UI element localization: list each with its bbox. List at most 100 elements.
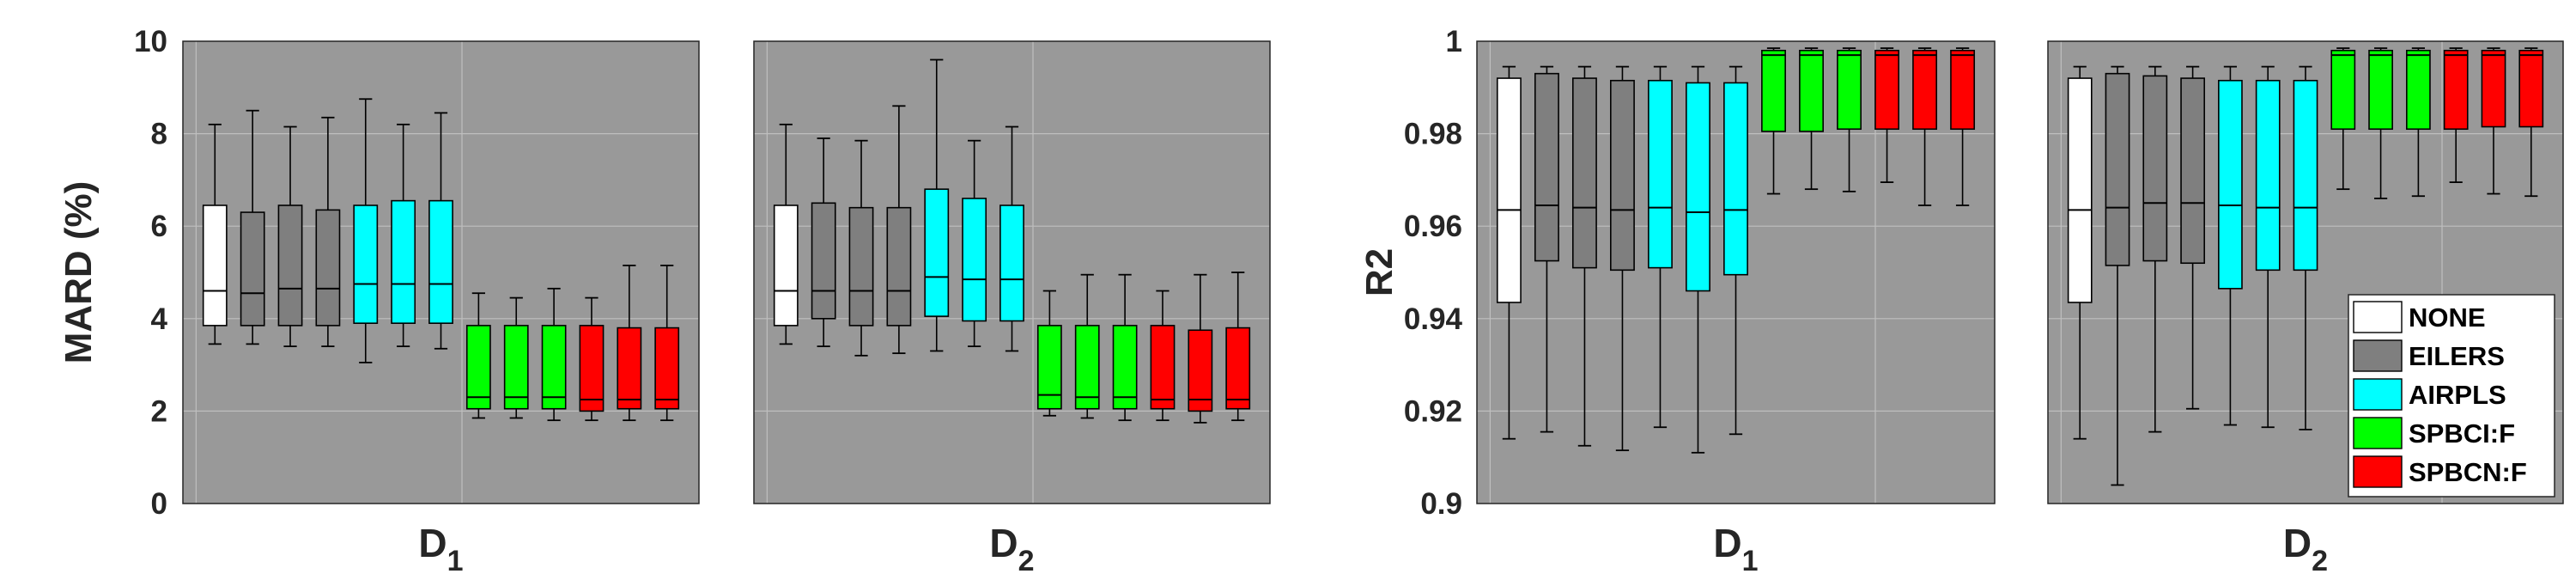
legend-swatch-spbcn-f	[2353, 455, 2403, 488]
box-eilers-4	[1610, 65, 1635, 452]
box-body	[353, 205, 379, 324]
box-body	[1571, 77, 1597, 269]
box-body	[2481, 49, 2506, 128]
box-body	[1799, 49, 1824, 132]
box-spbcn-f-12	[1912, 47, 1938, 206]
box-body	[240, 211, 265, 327]
legend-swatch-airpls	[2353, 378, 2403, 411]
box-body	[617, 327, 642, 410]
box-spbci-f-9	[2368, 47, 2393, 199]
box-spbcn-f-11	[1874, 47, 1900, 183]
x-axis-label-subscript: 2	[2312, 545, 2328, 577]
box-spbci-f-8	[1761, 47, 1786, 195]
box-eilers-4	[2180, 65, 2205, 410]
box-spbcn-f-12	[2481, 47, 2506, 195]
box-spbcn-f-11	[1150, 290, 1176, 422]
box-body	[1761, 49, 1786, 132]
legend: NONE EILERS AIRPLS SPBCI:F SPBCN:F	[2348, 294, 2555, 498]
box-body	[1648, 79, 1673, 269]
legend-swatch-none	[2353, 301, 2403, 333]
box-body	[1723, 82, 1748, 276]
box-airpls-6	[1686, 65, 1710, 454]
box-body	[1874, 49, 1900, 131]
box-eilers-4	[315, 116, 341, 347]
box-spbci-f-8	[1036, 290, 1062, 417]
box-body	[1150, 325, 1176, 410]
box-airpls-7	[428, 112, 453, 350]
box-spbcn-f-11	[579, 296, 605, 422]
box-eilers-2	[240, 109, 265, 345]
x-axis-label-main: D	[418, 521, 447, 565]
x-axis-label-main: D	[2283, 521, 2312, 565]
box-body	[1225, 327, 1251, 410]
y-tick-label: 1	[1446, 25, 1462, 58]
box-body	[1074, 325, 1100, 410]
box-spbci-f-10	[2406, 47, 2431, 198]
legend-label: AIRPLS	[2409, 380, 2506, 410]
legend-label: SPBCI:F	[2409, 418, 2515, 449]
box-body	[999, 205, 1024, 322]
x-axis-label: D1	[418, 521, 463, 577]
legend-swatch-spbci-f	[2353, 417, 2403, 449]
box-eilers-3	[2142, 65, 2168, 433]
x-axis-label-main: D	[1713, 521, 1741, 565]
box-eilers-3	[848, 139, 874, 357]
box-body	[848, 206, 874, 327]
box-airpls-6	[962, 139, 987, 347]
axes-frame	[2047, 40, 2564, 504]
box-body	[391, 199, 416, 324]
box-spbcn-f-13	[2518, 47, 2544, 198]
box-body	[541, 325, 567, 410]
box-body	[277, 205, 303, 327]
box-body	[2330, 49, 2356, 131]
box-spbci-f-9	[1074, 273, 1100, 419]
axes-frame	[182, 40, 700, 504]
box-spbci-f-8	[465, 292, 491, 419]
box-airpls-5	[353, 98, 379, 363]
box-body	[2368, 49, 2393, 131]
box-spbcn-f-13	[1950, 47, 1976, 206]
panel-mard-d2: D2	[753, 40, 1271, 577]
box-body	[654, 327, 680, 410]
y-tick-label: 4	[151, 302, 168, 336]
y-tick-label: 10	[134, 25, 167, 58]
box-body	[465, 325, 491, 410]
box-eilers-4	[886, 105, 912, 355]
box-body	[1686, 82, 1710, 292]
box-body	[2067, 77, 2093, 303]
y-tick-label: 0.92	[1404, 394, 1462, 428]
y-tick-label: 6	[151, 210, 167, 243]
box-eilers-3	[1571, 65, 1597, 447]
box-airpls-7	[999, 125, 1024, 352]
panel-mard-d1: 0 2 4 6 8 10 MARD (%) D1	[58, 25, 700, 577]
box-body	[811, 202, 836, 320]
x-axis-label-subscript: 1	[1742, 545, 1759, 577]
box-spbci-f-10	[1112, 273, 1138, 422]
box-body	[2443, 49, 2469, 131]
box-body	[1534, 72, 1559, 262]
box-body	[202, 205, 228, 327]
box-spbcn-f-13	[1225, 272, 1251, 422]
box-airpls-5	[1648, 65, 1673, 429]
y-tick-label: 0.98	[1404, 118, 1462, 151]
box-none-1	[2067, 65, 2093, 440]
y-tick-label: 2	[151, 394, 167, 428]
box-none-1	[202, 123, 228, 345]
box-spbcn-f-12	[617, 265, 642, 422]
box-body	[1188, 329, 1213, 412]
box-airpls-6	[2255, 65, 2281, 429]
y-tick-label: 0.96	[1404, 210, 1462, 243]
axes-frame	[1476, 40, 1996, 504]
box-body	[924, 188, 950, 317]
box-body	[1496, 77, 1522, 303]
box-airpls-5	[2218, 65, 2243, 426]
box-body	[1837, 49, 1862, 131]
box-body	[1610, 79, 1635, 272]
box-body	[2255, 79, 2281, 272]
box-body	[773, 205, 799, 327]
box-spbci-f-10	[1837, 47, 1862, 192]
box-body	[1950, 49, 1976, 131]
box-spbcn-f-13	[654, 265, 680, 422]
